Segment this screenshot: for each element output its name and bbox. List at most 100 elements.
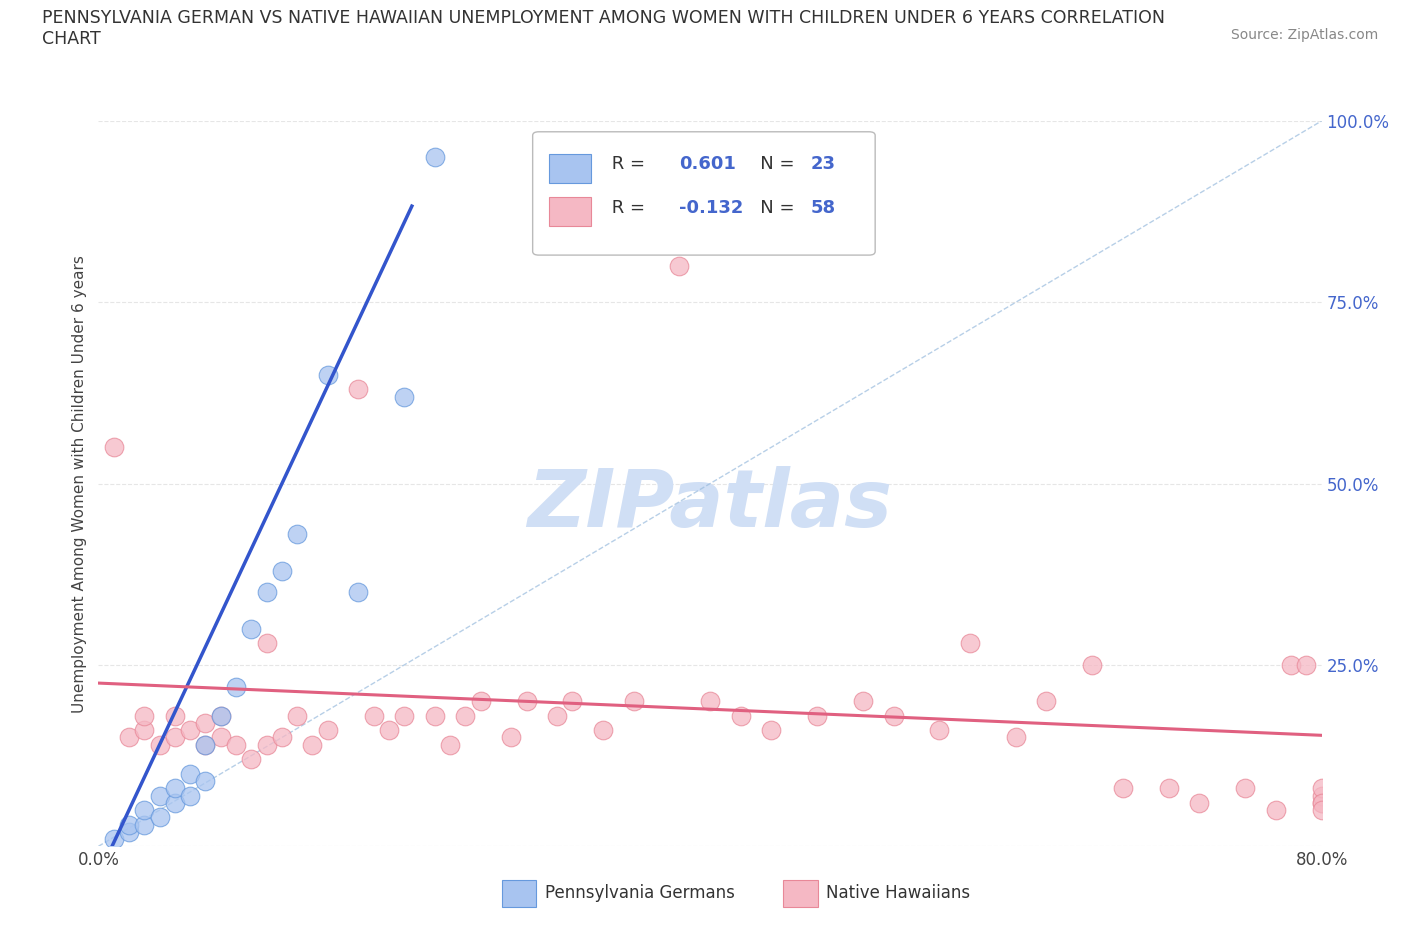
Bar xyxy=(548,153,592,182)
Text: N =: N = xyxy=(742,199,806,217)
Point xyxy=(179,723,201,737)
Point xyxy=(592,723,614,737)
Text: 0.601: 0.601 xyxy=(679,155,737,173)
Point xyxy=(240,751,263,766)
FancyBboxPatch shape xyxy=(533,132,875,255)
Point xyxy=(454,709,477,724)
Point xyxy=(163,795,186,810)
Point xyxy=(134,723,156,737)
Point xyxy=(163,781,186,796)
Text: R =: R = xyxy=(606,199,657,217)
Point xyxy=(470,694,492,709)
Text: ZIPatlas: ZIPatlas xyxy=(527,466,893,544)
Point xyxy=(623,694,645,709)
Point xyxy=(134,709,156,724)
Point xyxy=(163,709,186,724)
Point xyxy=(1295,658,1317,672)
Point xyxy=(285,527,308,542)
Point xyxy=(270,730,292,745)
Text: Source: ZipAtlas.com: Source: ZipAtlas.com xyxy=(1230,28,1378,42)
Point xyxy=(546,709,568,724)
Text: 23: 23 xyxy=(810,155,835,173)
Text: Pennsylvania Germans: Pennsylvania Germans xyxy=(546,884,735,902)
Point xyxy=(392,389,416,404)
Point xyxy=(209,709,232,724)
Point xyxy=(194,737,217,752)
Point xyxy=(225,679,247,694)
Point xyxy=(240,621,263,636)
Point xyxy=(392,709,416,724)
Point xyxy=(194,715,217,730)
Bar xyxy=(783,881,818,907)
Text: Native Hawaiians: Native Hawaiians xyxy=(827,884,970,902)
Point xyxy=(118,824,141,839)
Point xyxy=(103,831,125,846)
Point xyxy=(1157,781,1180,796)
Point xyxy=(516,694,538,709)
Point xyxy=(225,737,247,752)
Point xyxy=(256,636,278,651)
Point xyxy=(1188,795,1211,810)
Point xyxy=(194,737,217,752)
Text: N =: N = xyxy=(742,155,806,173)
Point xyxy=(1310,788,1333,803)
Point xyxy=(134,817,156,832)
Bar xyxy=(502,881,536,907)
Point xyxy=(730,709,752,724)
Text: R =: R = xyxy=(606,155,657,173)
Point xyxy=(118,730,141,745)
Point xyxy=(423,709,446,724)
Point xyxy=(439,737,461,752)
Point xyxy=(209,709,232,724)
Point xyxy=(699,694,721,709)
Point xyxy=(316,723,339,737)
Point xyxy=(1234,781,1257,796)
Point xyxy=(347,382,370,397)
Point xyxy=(959,636,981,651)
Point xyxy=(928,723,950,737)
Point xyxy=(256,585,278,600)
Point xyxy=(103,440,125,455)
Point xyxy=(1310,795,1333,810)
Point xyxy=(316,367,339,382)
Point xyxy=(134,803,156,817)
Point xyxy=(194,774,217,789)
Point xyxy=(1264,803,1286,817)
Point xyxy=(561,694,583,709)
Point xyxy=(1310,795,1333,810)
Point xyxy=(256,737,278,752)
Point xyxy=(118,817,141,832)
Point xyxy=(1279,658,1302,672)
Point xyxy=(852,694,875,709)
Point xyxy=(1310,803,1333,817)
Point xyxy=(1035,694,1057,709)
Y-axis label: Unemployment Among Women with Children Under 6 years: Unemployment Among Women with Children U… xyxy=(72,255,87,712)
Point xyxy=(501,730,523,745)
Point xyxy=(149,737,172,752)
Text: -0.132: -0.132 xyxy=(679,199,744,217)
Point xyxy=(1081,658,1104,672)
Text: PENNSYLVANIA GERMAN VS NATIVE HAWAIIAN UNEMPLOYMENT AMONG WOMEN WITH CHILDREN UN: PENNSYLVANIA GERMAN VS NATIVE HAWAIIAN U… xyxy=(42,9,1166,48)
Point xyxy=(163,730,186,745)
Bar xyxy=(548,197,592,226)
Point xyxy=(1310,781,1333,796)
Point xyxy=(1004,730,1026,745)
Point xyxy=(301,737,323,752)
Point xyxy=(209,730,232,745)
Point xyxy=(149,810,172,825)
Point xyxy=(347,585,370,600)
Point xyxy=(363,709,385,724)
Point xyxy=(378,723,401,737)
Point xyxy=(759,723,782,737)
Point xyxy=(883,709,905,724)
Point xyxy=(149,788,172,803)
Point xyxy=(285,709,308,724)
Point xyxy=(179,788,201,803)
Point xyxy=(668,259,690,273)
Point xyxy=(179,766,201,781)
Point xyxy=(423,150,446,165)
Point xyxy=(270,564,292,578)
Point xyxy=(1112,781,1135,796)
Text: 58: 58 xyxy=(810,199,835,217)
Point xyxy=(806,709,828,724)
